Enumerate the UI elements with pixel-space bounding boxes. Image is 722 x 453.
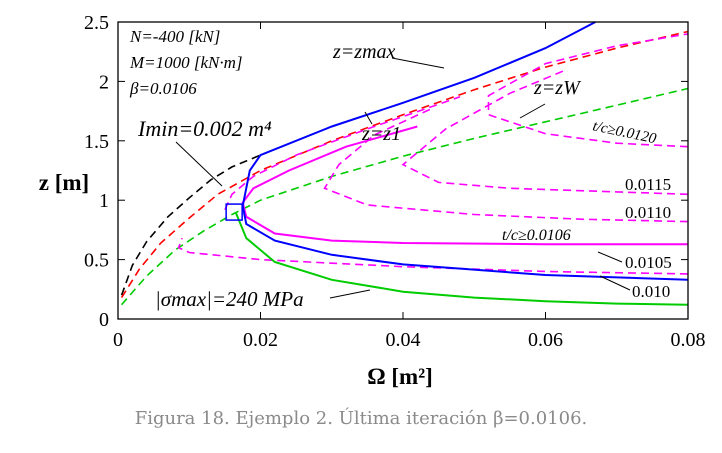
series-c0115 (401, 68, 689, 196)
ticks-layer: 0 0.02 0.04 0.06 0.08 0 0.5 1 1.5 2 2.5 (84, 12, 706, 351)
label-zmax: z=zmax (332, 41, 396, 63)
y-tick-label: 1 (99, 190, 109, 212)
param-m: M=1000 [kN·m] (129, 53, 243, 72)
solution-box (225, 203, 243, 221)
x-tick-label: 0.06 (528, 329, 563, 351)
label-tc-0100: 0.010 (632, 282, 670, 301)
arrow-z1 (364, 111, 373, 125)
series-zw (120, 87, 689, 306)
series-sigma (234, 211, 689, 306)
label-z1: z=z1 (361, 123, 401, 145)
series-c0105 (177, 237, 689, 275)
figure-caption: Figura 18. Ejemplo 2. Última iteración β… (134, 408, 588, 429)
x-tick-label: 0.02 (243, 329, 278, 351)
label-sigma: |σmax|=240 MPa (155, 287, 304, 311)
y-tick-label: 2.5 (84, 12, 109, 34)
x-tick-label: 0.04 (386, 329, 421, 351)
arrow-sigma (329, 289, 371, 299)
y-tick-label: 0 (99, 309, 109, 331)
label-zw: z=zW (533, 77, 582, 99)
series-c0120 (487, 33, 689, 148)
label-tc-0110: 0.0110 (625, 203, 671, 222)
param-beta: β=0.0106 (129, 79, 197, 98)
label-tc-0120: t/c≥0.0120 (591, 118, 658, 147)
arrow-zw (519, 103, 546, 119)
param-n: N=-400 [kN] (129, 27, 220, 46)
arrow-tc-0100 (599, 275, 631, 291)
label-tc-0115: 0.0115 (625, 175, 671, 194)
arrow-zmax (391, 57, 445, 69)
arrow-imin (175, 141, 223, 187)
series-c0100 (241, 21, 689, 281)
x-tick-label: 0 (113, 329, 123, 351)
label-imin: Imin=0.002 m⁴ (137, 116, 272, 141)
y-tick-label: 2 (99, 71, 109, 93)
chart: 0 0.02 0.04 0.06 0.08 0 0.5 1 1.5 2 2.5 Ω [m²] z [… (39, 12, 706, 389)
y-axis-label: z [m] (39, 170, 89, 195)
y-tick-label: 1.5 (84, 131, 109, 153)
arrow-tc-0105 (597, 251, 623, 263)
series-imin (120, 154, 261, 296)
series-c0106 (241, 125, 688, 246)
label-tc-0106: t/c≥0.0106 (502, 227, 571, 244)
label-tc-0105: 0.0105 (625, 253, 672, 272)
y-tick-label: 0.5 (84, 250, 109, 272)
series-z1 (224, 96, 461, 211)
x-tick-label: 0.08 (671, 329, 706, 351)
series-layer (120, 21, 689, 306)
x-axis-label: Ω [m²] (367, 364, 433, 389)
